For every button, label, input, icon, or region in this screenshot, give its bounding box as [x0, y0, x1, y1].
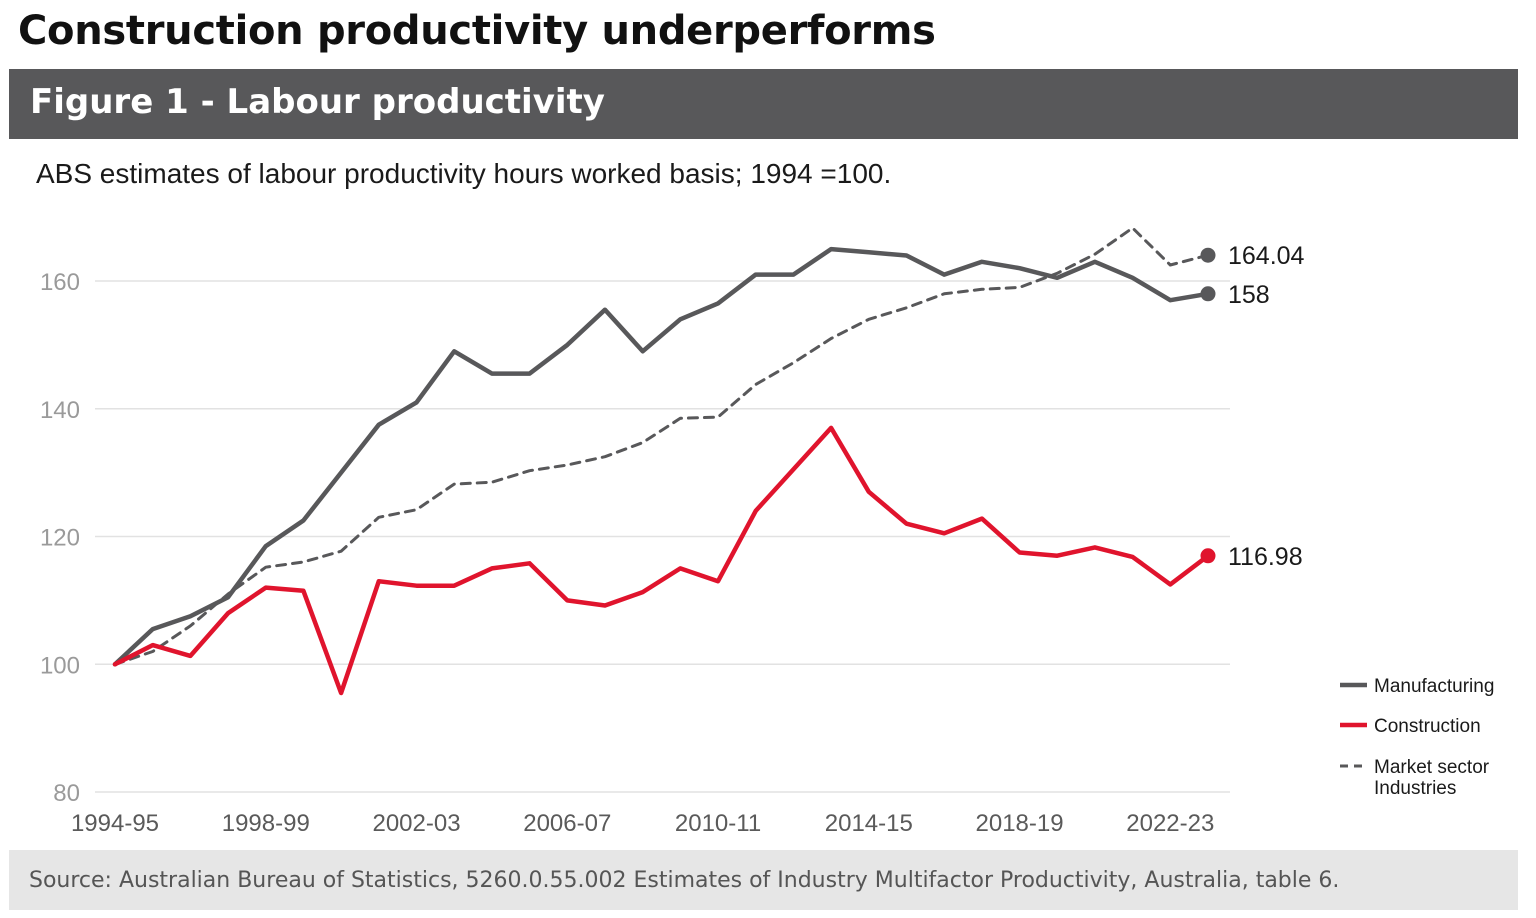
- series-line-construction: [112, 425, 1211, 696]
- x-tick-label: 2002-03: [372, 810, 460, 837]
- source-bar: Source: Australian Bureau of Statistics,…: [9, 850, 1518, 910]
- legend-label-market-sector-industries: Market sector Industries: [1374, 757, 1490, 799]
- source-note: Source: Australian Bureau of Statistics,…: [29, 868, 1340, 893]
- figure-title-bar: Figure 1 - Labour productivity: [9, 69, 1518, 139]
- y-tick-label: 100: [40, 652, 80, 679]
- page-title: Construction productivity underperforms: [18, 8, 936, 54]
- x-tick-label: 2006-07: [523, 810, 611, 837]
- x-tick-label: 1994-95: [71, 810, 159, 837]
- productivity-line-chart: 80 100 120 140 160 1994-95 1998-99 2002-03 2006-…: [40, 226, 1494, 837]
- end-label-construction: 116.98: [1228, 543, 1303, 571]
- figure-title: Figure 1 - Labour productivity: [30, 82, 605, 122]
- end-marker-manufacturing: [1200, 286, 1216, 302]
- x-tick-label: 2014-15: [825, 810, 913, 837]
- x-tick-label: 1998-99: [222, 810, 310, 837]
- x-tick-label: 2022-23: [1126, 810, 1214, 837]
- end-marker-market-sector-industries: [1200, 247, 1216, 263]
- y-tick-label: 120: [40, 525, 80, 552]
- y-tick-label: 80: [53, 780, 80, 807]
- y-tick-label: 160: [40, 269, 80, 296]
- x-tick-label: 2010-11: [675, 810, 761, 837]
- end-marker-construction: [1200, 548, 1216, 564]
- legend-label-manufacturing: Manufacturing: [1374, 676, 1494, 697]
- chart-subtitle: ABS estimates of labour productivity hou…: [36, 158, 892, 189]
- series-line-market-sector-industries: [113, 226, 1210, 666]
- end-label-market-sector-industries: 164.04: [1228, 242, 1305, 270]
- end-label-manufacturing: 158: [1228, 281, 1270, 309]
- legend-label-construction: Construction: [1374, 716, 1481, 737]
- x-tick-label: 2018-19: [976, 810, 1064, 837]
- y-tick-label: 140: [40, 397, 80, 424]
- series-line-manufacturing: [112, 246, 1211, 667]
